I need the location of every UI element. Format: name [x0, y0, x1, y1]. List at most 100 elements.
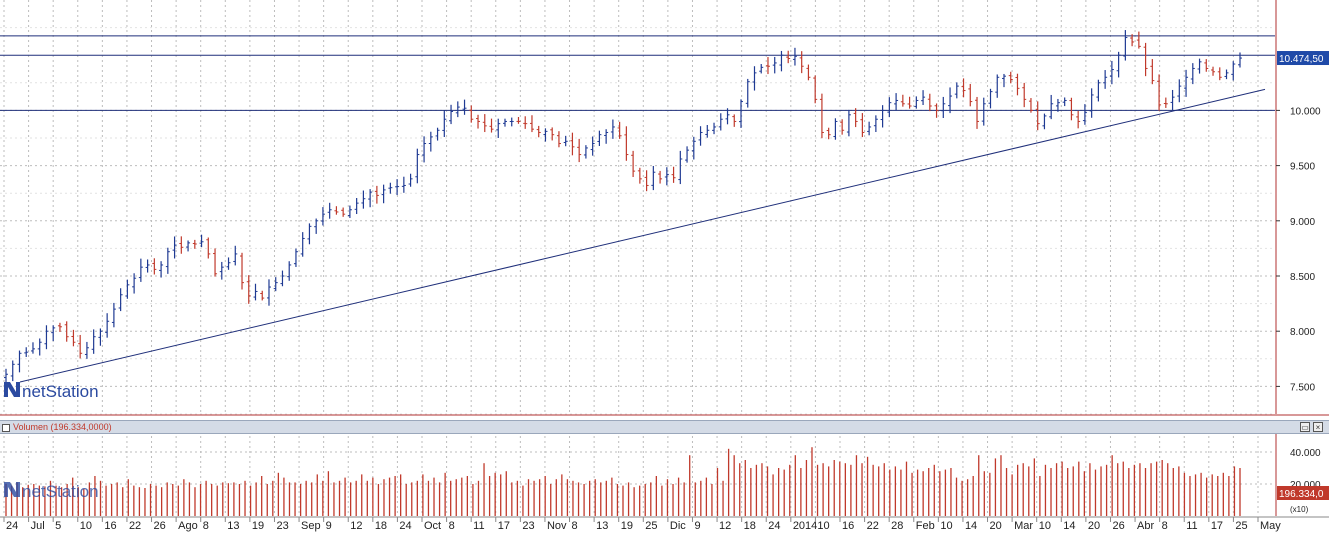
ohlc-bar — [1136, 31, 1141, 49]
ohlc-bar — [455, 101, 460, 118]
ohlc-bar — [469, 105, 474, 123]
ohlc-bar — [651, 165, 656, 191]
ohlc-bar — [266, 279, 271, 306]
ohlc-bar — [422, 136, 427, 163]
ohlc-bar — [213, 248, 218, 277]
ohlc-bar — [415, 148, 420, 184]
x-tick-label: 23 — [276, 520, 288, 532]
ohlc-bar — [78, 334, 83, 359]
ohlc-bar — [819, 93, 824, 139]
ohlc-bar — [981, 97, 986, 126]
ohlc-bar — [489, 118, 494, 133]
ohlc-bar — [307, 223, 312, 245]
ohlc-bar — [37, 338, 42, 356]
ohlc-bar — [260, 290, 265, 301]
ohlc-bar — [765, 57, 770, 75]
netstation-logo-icon — [4, 382, 20, 397]
ohlc-bar — [287, 261, 292, 281]
ohlc-bar — [401, 176, 406, 193]
y-tick-label: 7.500 — [1290, 382, 1315, 393]
panel-icon — [2, 423, 10, 432]
price-chart[interactable]: 10.000 9.500 9.000 8.500 8.000 7.500 10.474,50… — [0, 0, 1329, 418]
ohlc-bar — [1231, 61, 1236, 81]
y-tick-label: 10.000 — [1290, 106, 1321, 117]
ohlc-bar — [368, 189, 373, 208]
ohlc-bar — [496, 118, 501, 138]
ohlc-bar — [664, 167, 669, 186]
ohlc-bar — [1008, 71, 1013, 84]
x-tick-label: 24 — [768, 520, 780, 532]
x-tick-label: Dic — [670, 520, 686, 532]
x-tick-label: 5 — [55, 520, 61, 532]
ohlc-bar — [873, 115, 878, 133]
ohlc-bar — [132, 273, 137, 294]
x-tick-label: 20 — [1088, 520, 1100, 532]
ohlc-bar — [1197, 58, 1202, 74]
ohlc-bar — [752, 66, 757, 91]
x-tick-label: 13 — [596, 520, 608, 532]
trendline[interactable] — [19, 88, 1266, 383]
ohlc-bar — [516, 116, 521, 124]
ohlc-bar — [145, 259, 150, 273]
ohlc-bar — [1238, 52, 1242, 68]
close-icon[interactable]: × — [1313, 422, 1323, 432]
ohlc-bar — [111, 302, 116, 328]
restore-icon[interactable]: ▭ — [1300, 422, 1310, 432]
x-tick-label: 2014 — [793, 520, 817, 532]
x-tick-label: Mar — [1014, 520, 1033, 532]
ohlc-bar — [1055, 98, 1060, 112]
ohlc-bar — [138, 258, 143, 282]
ohlc-bar — [583, 145, 588, 159]
ohlc-bar — [907, 96, 912, 109]
ohlc-bar — [961, 78, 966, 98]
x-tick-label: 22 — [129, 520, 141, 532]
ohlc-bar — [300, 232, 305, 257]
ohlc-bar — [509, 117, 514, 127]
ohlc-bar — [698, 126, 703, 146]
x-tick-label: 10 — [817, 520, 829, 532]
x-tick-label: 16 — [842, 520, 854, 532]
ohlc-bar — [314, 218, 319, 234]
ohlc-bar — [577, 138, 582, 163]
ohlc-bar — [948, 87, 953, 114]
ohlc-bar — [927, 93, 932, 112]
volume-last-box — [1277, 486, 1329, 500]
ohlc-bar — [1062, 97, 1067, 107]
ohlc-bar — [395, 179, 400, 196]
ohlc-bar — [125, 279, 130, 299]
ohlc-bar — [71, 329, 76, 347]
x-tick-label: 24 — [6, 520, 18, 532]
ohlc-bar — [853, 108, 858, 128]
ohlc-bar — [880, 105, 885, 128]
ohlc-bar — [658, 170, 663, 184]
ohlc-bar — [954, 82, 959, 99]
ohlc-bar — [1069, 97, 1074, 121]
ohlc-bar — [1082, 104, 1087, 125]
ohlc-bar — [354, 198, 359, 215]
x-tick-label: 10 — [80, 520, 92, 532]
ohlc-bar — [428, 131, 433, 152]
ohlc-bar — [671, 166, 676, 183]
ohlc-bar — [529, 115, 534, 133]
x-tick-label: 9 — [326, 520, 332, 532]
ohlc-bar — [1143, 42, 1148, 77]
ohlc-bar — [914, 96, 919, 109]
ohlc-bar — [1211, 66, 1216, 76]
x-tick-label: 14 — [1063, 520, 1075, 532]
ohlc-bar — [118, 288, 123, 312]
last-value-label: 10.474,50 — [1279, 54, 1324, 65]
ohlc-bar — [833, 118, 838, 140]
y-tick-label: 9.000 — [1290, 217, 1315, 228]
ohlc-bar — [476, 114, 481, 129]
ohlc-bar — [442, 110, 447, 137]
ohlc-bar — [570, 132, 575, 156]
ohlc-bar — [172, 236, 177, 259]
x-tick-label: 25 — [645, 520, 657, 532]
x-tick-label: 8 — [572, 520, 578, 532]
ohlc-bar — [1022, 82, 1027, 108]
volume-tick-label: 40.000 — [1290, 448, 1321, 459]
ohlc-bar — [691, 136, 696, 160]
x-tick-label: 19 — [621, 520, 633, 532]
